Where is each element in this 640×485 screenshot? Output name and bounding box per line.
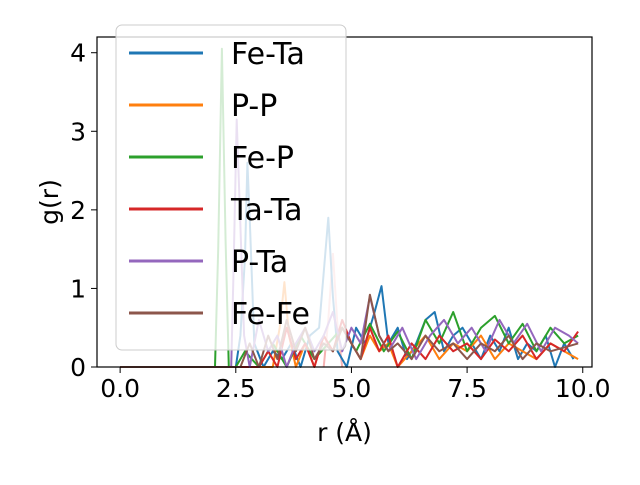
x-tick-label: 10.0 — [555, 374, 611, 403]
legend-label-p-p: P-P — [231, 89, 277, 124]
x-tick-label: 5.0 — [332, 374, 372, 403]
y-tick-label: 4 — [70, 39, 86, 68]
y-tick-label: 3 — [70, 117, 86, 146]
legend-label-fe-fe: Fe-Fe — [231, 297, 310, 332]
x-axis-title: r (Å) — [317, 418, 372, 447]
series-line-p-p — [120, 281, 579, 368]
series-line-p-ta — [120, 118, 579, 368]
series-line-fe-fe — [120, 293, 579, 368]
y-tick-label: 0 — [70, 353, 86, 382]
legend-label-ta-ta: Ta-Ta — [230, 193, 303, 228]
y-tick-label: 2 — [70, 196, 86, 225]
x-axis-ticks: 0.0 2.5 5.0 7.5 10.0 — [100, 367, 611, 403]
x-tick-label: 7.5 — [447, 374, 487, 403]
legend-label-fe-p: Fe-P — [231, 141, 294, 176]
x-tick-label: 0.0 — [100, 374, 140, 403]
legend: Fe-Ta P-P Fe-P Ta-Ta P-Ta Fe-Fe — [115, 24, 347, 351]
y-tick-label: 1 — [70, 274, 86, 303]
y-axis-ticks: 0 1 2 3 4 — [70, 39, 97, 382]
y-axis-title: g(r) — [35, 179, 64, 225]
x-tick-label: 2.5 — [216, 374, 256, 403]
legend-label-fe-ta: Fe-Ta — [231, 37, 305, 72]
legend-label-p-ta: P-Ta — [231, 245, 288, 280]
